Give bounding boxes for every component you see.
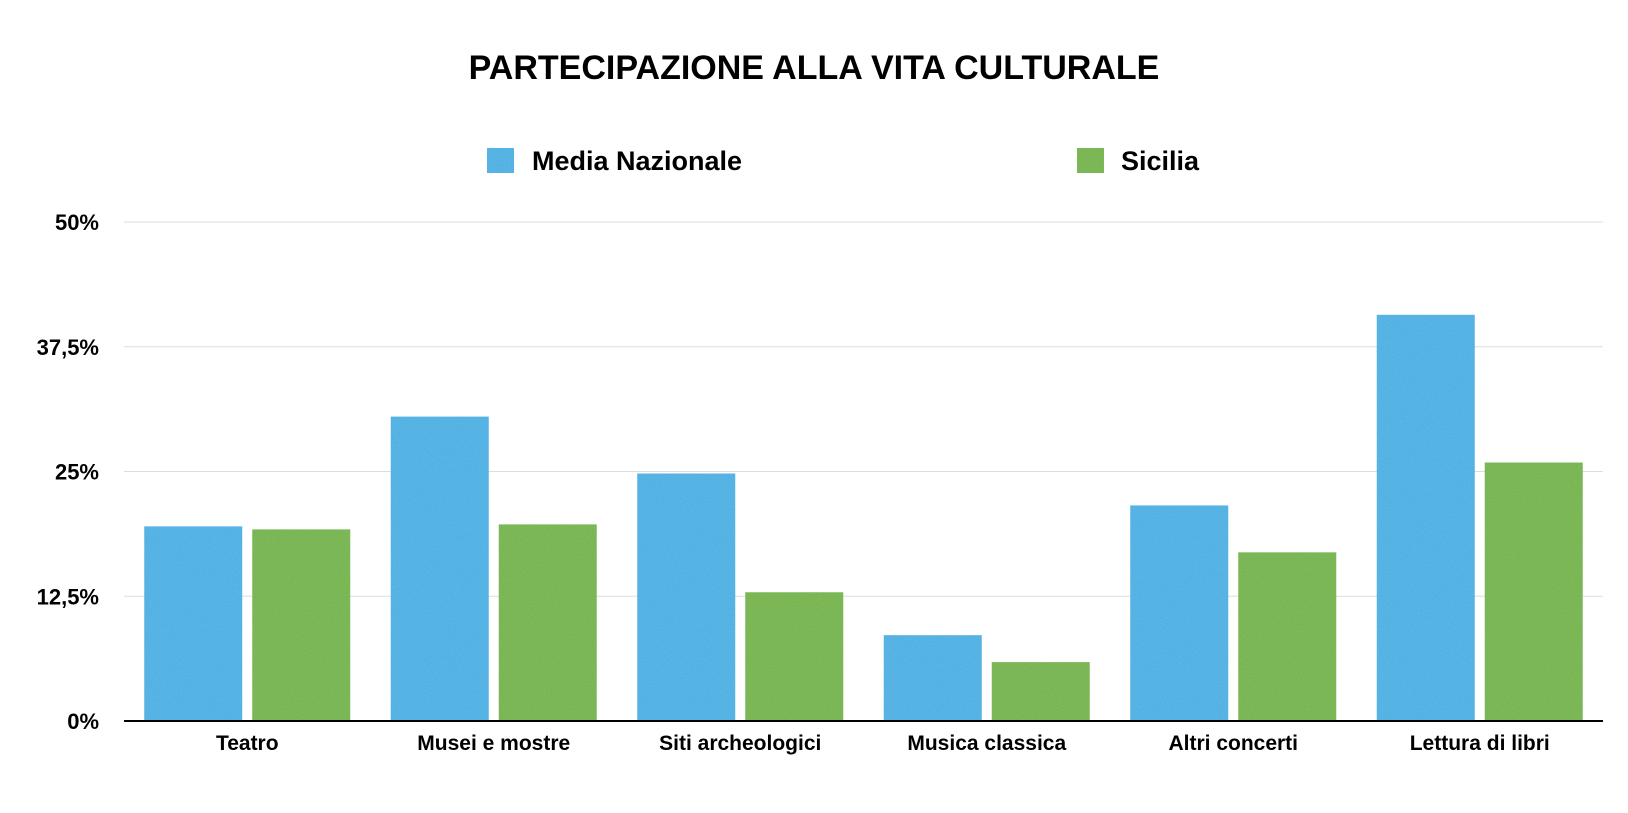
x-tick-label: Siti archeologici [659, 732, 821, 755]
legend-label: Media Nazionale [532, 146, 742, 176]
legend-label: Sicilia [1121, 146, 1200, 176]
bar-sicilia [991, 662, 1090, 721]
bar-media-nazionale [390, 416, 489, 721]
bar-sicilia [1238, 552, 1337, 721]
x-tick-label: Altri concerti [1168, 732, 1298, 755]
y-tick-label: 0% [67, 709, 99, 734]
legend-swatch [1077, 148, 1104, 173]
bar-sicilia [252, 529, 351, 721]
x-tick-label: Teatro [216, 732, 279, 755]
x-axis: Teatro Musei e mostre Siti archeologici Mus… [216, 732, 1550, 755]
bar-sicilia [498, 524, 597, 721]
gridlines [124, 221, 1603, 597]
bar-sicilia [1484, 462, 1583, 721]
bar-media-nazionale [637, 473, 736, 721]
x-tick-label: Musica classica [907, 732, 1066, 755]
bar-media-nazionale [144, 526, 243, 721]
legend: Media Nazionale Sicilia [487, 146, 1200, 176]
y-tick-label: 37,5% [37, 335, 99, 360]
y-tick-label: 12,5% [37, 584, 99, 609]
y-tick-label: 25% [55, 460, 99, 485]
x-tick-label: Lettura di libri [1410, 732, 1550, 755]
y-tick-label: 50% [55, 210, 99, 235]
bar-media-nazionale [1130, 505, 1229, 721]
bar-media-nazionale [883, 635, 982, 721]
legend-swatch [487, 148, 514, 173]
bar-media-nazionale [1376, 314, 1475, 721]
x-tick-label: Musei e mostre [417, 732, 570, 755]
bars [144, 314, 1583, 721]
bar-sicilia [745, 592, 844, 721]
chart-title: PARTECIPAZIONE ALLA VITA CULTURALE [469, 49, 1160, 87]
y-axis: 0% 12,5% 25% 37,5% 50% [37, 210, 99, 734]
